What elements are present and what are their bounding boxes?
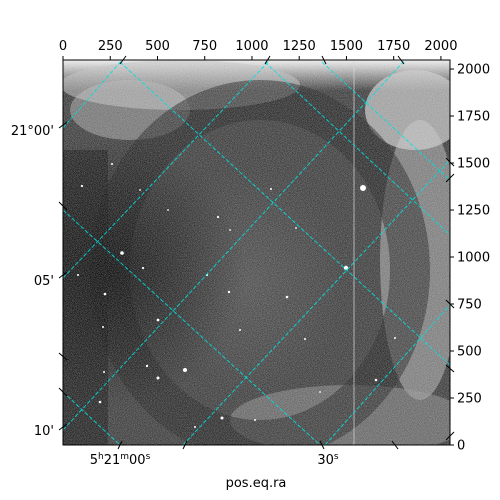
wcs-grid-line bbox=[63, 391, 121, 445]
dec-tick-label: 05' bbox=[34, 274, 54, 289]
wcs-tick-marks bbox=[58, 55, 455, 450]
top-tick-label: 2000 bbox=[424, 39, 457, 54]
right-tick-label: 1250 bbox=[457, 204, 490, 219]
right-tick-label: 2000 bbox=[457, 63, 490, 78]
top-tick-label: 750 bbox=[192, 39, 217, 54]
ra-tick-label: 5h21m00s bbox=[90, 452, 151, 468]
right-tick-label: 250 bbox=[457, 392, 482, 407]
dec-axis-labels: 21°00' 05' 10' bbox=[11, 124, 54, 439]
right-tick-label: 500 bbox=[457, 345, 482, 360]
x-axis-label: pos.eq.ra bbox=[226, 476, 287, 491]
top-pixel-axis: 0 250 500 750 1000 1250 1500 1750 2000 bbox=[59, 39, 457, 60]
right-tick-label: 1500 bbox=[457, 157, 490, 172]
top-tick-label: 1750 bbox=[377, 39, 410, 54]
wcs-grid-line bbox=[63, 209, 321, 445]
wcs-grid-line bbox=[182, 159, 450, 445]
wcs-grid-line bbox=[321, 61, 450, 181]
wcs-grid-line bbox=[264, 61, 450, 236]
dec-tick-label: 10' bbox=[34, 424, 54, 439]
ra-axis-labels: 5h21m00s 30s bbox=[90, 452, 339, 468]
coordinate-grid-lines bbox=[63, 60, 450, 445]
top-tick-label: 1250 bbox=[283, 39, 316, 54]
top-tick-label: 1000 bbox=[235, 39, 268, 54]
right-tick-label: 1000 bbox=[457, 251, 490, 266]
top-tick-label: 0 bbox=[59, 39, 67, 54]
wcs-grid-line bbox=[324, 304, 450, 445]
ra-tick-label: 30s bbox=[317, 452, 339, 468]
plot-frame bbox=[62, 59, 451, 446]
right-tick-label: 0 bbox=[457, 439, 465, 454]
wcs-grid-line bbox=[119, 61, 450, 366]
right-tick-label: 750 bbox=[457, 298, 482, 313]
top-tick-label: 500 bbox=[145, 39, 170, 54]
right-pixel-axis: 0 250 500 750 1000 1250 1500 1750 2000 bbox=[450, 63, 490, 454]
wcs-grid-line bbox=[63, 60, 271, 279]
top-tick-label: 250 bbox=[98, 39, 123, 54]
stars bbox=[77, 163, 396, 428]
wcs-grid-line bbox=[63, 60, 123, 129]
dec-tick-label: 21°00' bbox=[11, 124, 54, 139]
sky-image bbox=[63, 60, 450, 445]
top-tick-label: 1500 bbox=[330, 39, 363, 54]
right-tick-label: 1750 bbox=[457, 110, 490, 125]
